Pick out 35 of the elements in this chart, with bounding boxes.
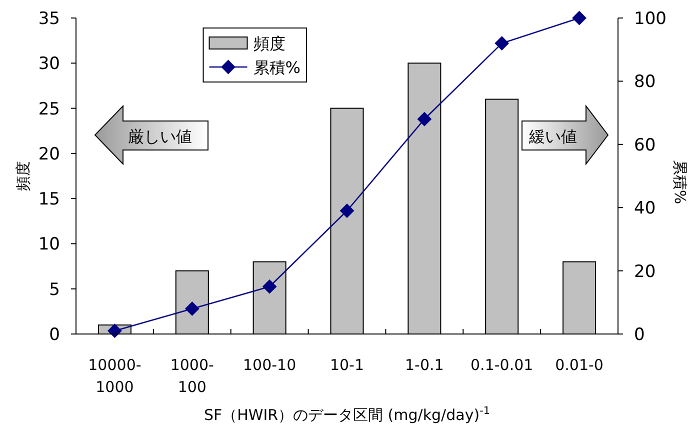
y-tick-label: 35	[38, 9, 60, 29]
y2-tick-label: 100	[634, 9, 666, 29]
x-tick-label: 1-0.1	[405, 356, 444, 374]
y2-tick-label: 0	[634, 325, 645, 345]
x-tick-label: 0.1-0.01	[470, 356, 534, 374]
point	[494, 36, 509, 50]
y-tick-label: 10	[38, 234, 60, 255]
legend-label: 累積%	[253, 58, 300, 77]
x-tick-label: 10000-1000	[88, 356, 142, 396]
point	[572, 11, 586, 25]
y-tick-label: 25	[38, 99, 60, 120]
y-tick-label: 5	[49, 280, 60, 300]
legend-label: 頻度	[253, 34, 286, 53]
point	[185, 302, 200, 316]
x-tick-label: 100-10	[243, 356, 296, 374]
annotation: 厳しい値	[128, 127, 192, 146]
x-tick-label: 1000-100	[170, 356, 214, 396]
y2-tick-label: 20	[634, 262, 656, 282]
x-tick-label: 0.01-0	[555, 356, 604, 374]
x-axis-title: SF（HWIR）のデータ区間 (mg/kg/day)$^{-1}$	[204, 405, 490, 424]
y-tick-label: 20	[38, 144, 60, 164]
point	[340, 204, 354, 218]
annotation: 緩い値	[528, 127, 577, 146]
y-tick-label: 30	[38, 54, 60, 74]
y-axis-title: 頻度	[14, 161, 32, 191]
y-tick-label: 0	[49, 325, 60, 345]
y2-axis-title: 累積%	[671, 160, 689, 204]
x-tick-label: 10-1	[330, 356, 364, 374]
y2-tick-label: 80	[634, 72, 656, 92]
point	[262, 280, 277, 294]
y-tick-label: 15	[38, 190, 60, 210]
point	[108, 324, 122, 338]
point	[417, 112, 432, 126]
y2-tick-label: 60	[634, 135, 656, 156]
y2-tick-label: 40	[634, 198, 656, 219]
